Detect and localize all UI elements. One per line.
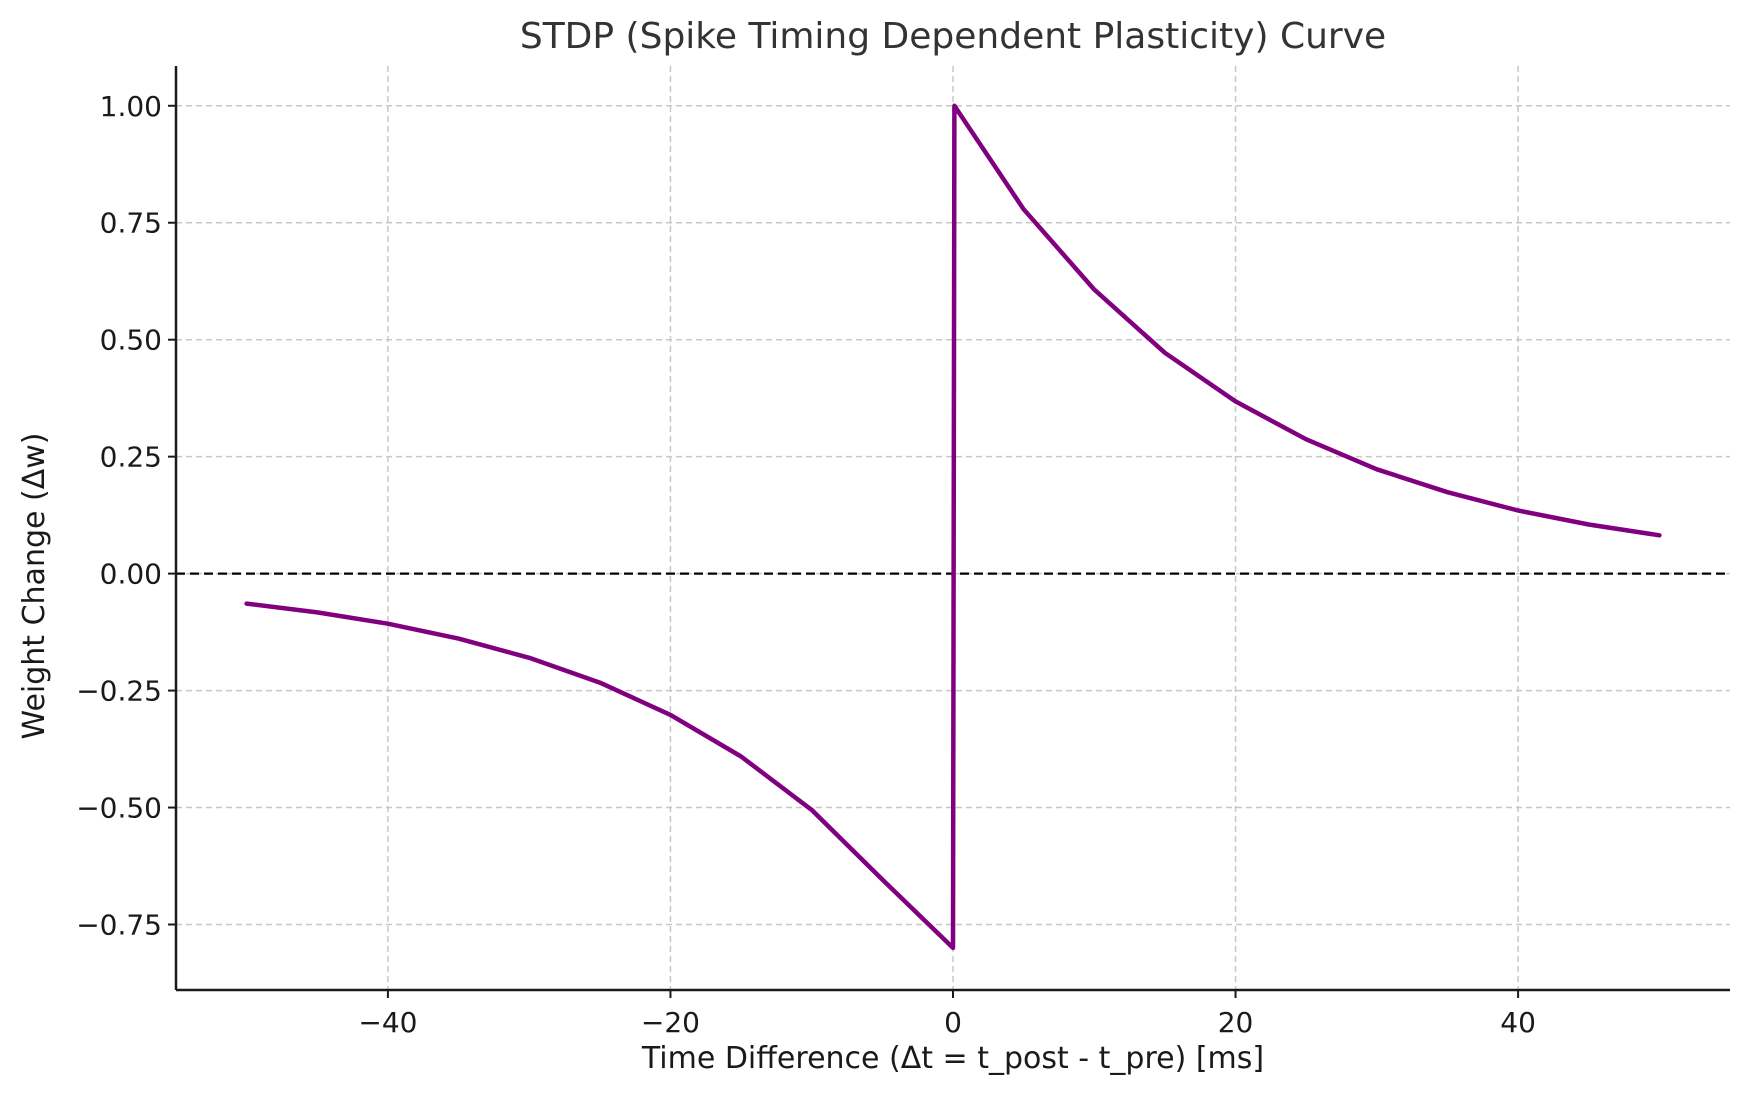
x-tick-label: 20 [1218, 1006, 1254, 1039]
x-tick-label: 0 [944, 1006, 962, 1039]
x-tick-labels: −40 −20 0 20 40 [358, 1006, 1536, 1039]
y-tick-labels: 1.00 0.75 0.50 0.25 0.00 −0.25 −0.50 −0.75 [76, 90, 162, 942]
x-tick-label: 40 [1500, 1006, 1536, 1039]
y-tick-label: 0.75 [100, 207, 162, 240]
axes [168, 66, 1730, 998]
x-tick-label: −20 [641, 1006, 700, 1039]
y-axis-label: Weight Change (Δw) [17, 433, 52, 740]
y-tick-label: 1.00 [100, 90, 162, 123]
series-lines [244, 103, 1662, 951]
y-tick-label: −0.50 [76, 792, 162, 825]
chart-title: STDP (Spike Timing Dependent Plasticity)… [520, 16, 1386, 57]
x-tick-label: −40 [358, 1006, 417, 1039]
y-tick-label: 0.00 [100, 558, 162, 591]
y-tick-label: −0.25 [76, 675, 162, 708]
stdp-curve [244, 103, 1662, 951]
y-tick-label: −0.75 [76, 909, 162, 942]
y-tick-label: 0.25 [100, 441, 162, 474]
x-axis-label: Time Difference (Δt = t_post - t_pre) [m… [641, 1041, 1264, 1076]
y-tick-label: 0.50 [100, 324, 162, 357]
